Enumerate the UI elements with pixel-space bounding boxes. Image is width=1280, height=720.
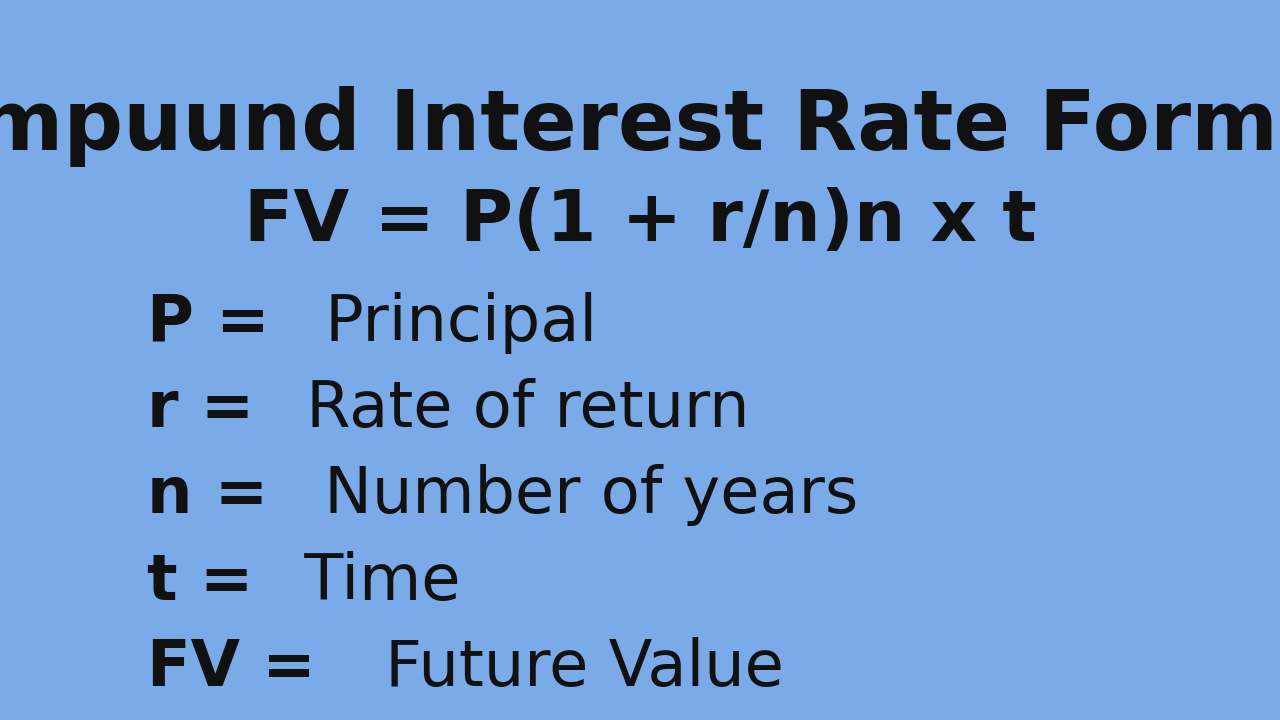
Text: Principal: Principal bbox=[306, 292, 598, 354]
Text: Compuund Interest Rate Formula: Compuund Interest Rate Formula bbox=[0, 86, 1280, 167]
Text: FV =: FV = bbox=[147, 637, 316, 699]
Text: n =: n = bbox=[147, 464, 269, 526]
Text: FV = P(1 + r/n)n x t: FV = P(1 + r/n)n x t bbox=[243, 187, 1037, 256]
Text: t =: t = bbox=[147, 551, 253, 613]
Text: r =: r = bbox=[147, 378, 255, 440]
Text: Number of years: Number of years bbox=[303, 464, 858, 526]
Text: P =: P = bbox=[147, 292, 270, 354]
Text: Rate of return: Rate of return bbox=[285, 378, 749, 440]
Text: Time: Time bbox=[284, 551, 461, 613]
Text: Future Value: Future Value bbox=[365, 637, 783, 699]
